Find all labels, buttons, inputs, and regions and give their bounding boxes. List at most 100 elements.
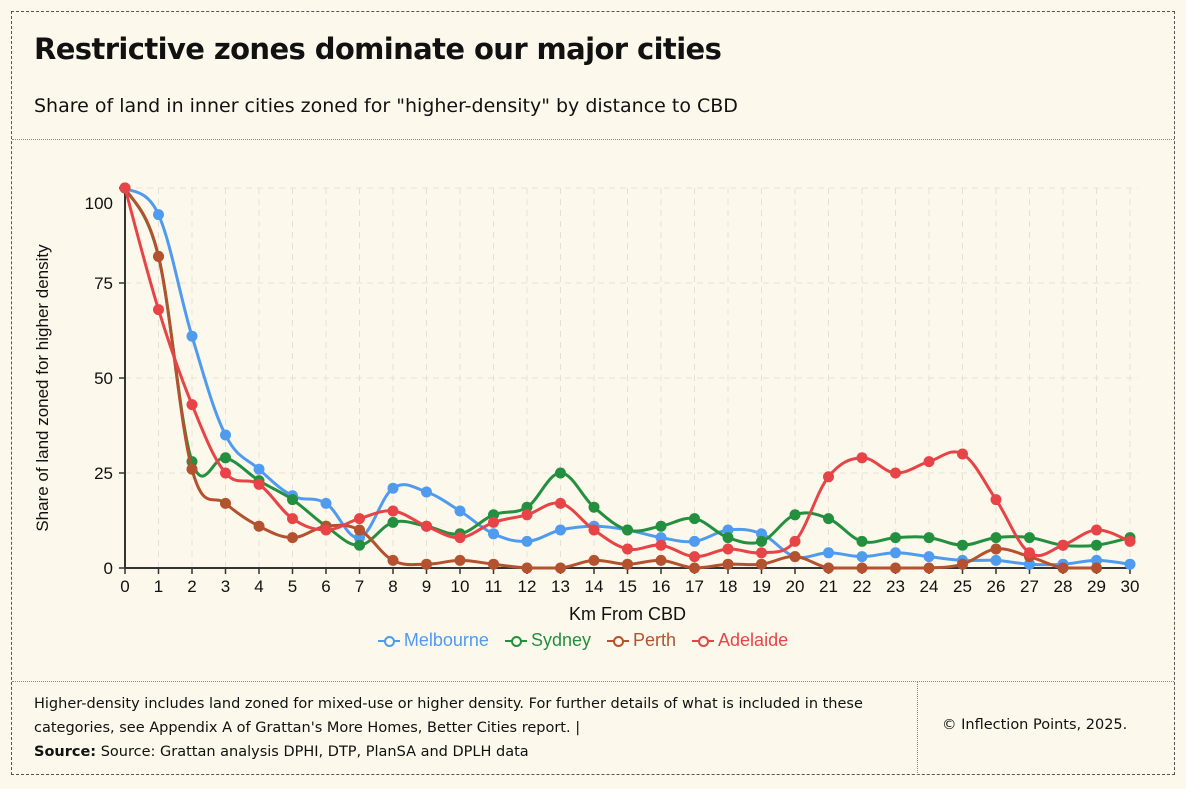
data-point-sydney (622, 524, 633, 536)
data-point-melbourne (655, 532, 667, 544)
source-text: Source: Grattan analysis DPHI, DTP, Plan… (96, 744, 529, 760)
data-point-sydney (722, 532, 734, 544)
data-point-perth (990, 543, 1002, 555)
data-point-adelaide (1124, 535, 1136, 547)
data-point-perth (287, 532, 298, 544)
x-tick-label: 0 (120, 577, 129, 596)
data-point-adelaide (990, 494, 1002, 506)
data-point-sydney (555, 467, 566, 479)
data-point-perth (856, 562, 868, 574)
data-point-melbourne (354, 532, 365, 544)
y-tick-label: 0 (104, 559, 113, 578)
data-point-perth (823, 562, 834, 574)
data-point-sydney (1091, 539, 1102, 551)
x-tick-label: 21 (819, 577, 838, 596)
data-point-perth (555, 562, 566, 574)
data-point-melbourne (253, 463, 265, 475)
legend-item-perth[interactable]: Perth (607, 630, 676, 651)
legend-label: Perth (633, 630, 677, 650)
x-tick-label: 12 (518, 577, 537, 596)
data-point-adelaide (823, 471, 834, 483)
data-point-sydney (957, 539, 968, 551)
data-point-melbourne (555, 524, 566, 536)
x-tick-label: 9 (422, 577, 431, 596)
data-point-perth (454, 554, 466, 566)
data-point-melbourne (722, 524, 734, 536)
header-divider (12, 139, 1174, 140)
data-point-sydney (689, 513, 700, 525)
footnote-text: Higher-density includes land zoned for m… (34, 696, 863, 736)
x-tick-label: 6 (321, 577, 330, 596)
legend-item-adelaide[interactable]: Adelaide (692, 630, 788, 651)
data-point-sydney (823, 513, 834, 525)
data-point-adelaide (119, 182, 131, 194)
x-tick-label: 13 (551, 577, 570, 596)
data-point-sydney (287, 494, 298, 506)
copyright: © Inflection Points, 2025. (942, 717, 1128, 733)
data-point-melbourne (153, 209, 164, 221)
data-point-adelaide (622, 543, 633, 555)
legend-label: Adelaide (718, 630, 789, 650)
x-tick-label: 11 (485, 577, 503, 596)
data-point-melbourne (521, 535, 533, 547)
x-tick-label: 8 (388, 577, 397, 596)
data-point-adelaide (1091, 524, 1102, 536)
data-point-sydney (220, 452, 231, 464)
x-tick-label: 25 (953, 577, 972, 596)
legend-item-melbourne[interactable]: Melbourne (377, 630, 489, 651)
data-point-adelaide (588, 524, 600, 536)
data-point-adelaide (320, 524, 332, 536)
data-point-adelaide (186, 399, 198, 411)
data-point-adelaide (756, 547, 767, 559)
data-point-adelaide (789, 535, 801, 547)
data-point-adelaide (287, 513, 298, 525)
x-tick-label: 1 (154, 577, 163, 596)
data-point-sydney (387, 516, 399, 528)
y-axis-label: Share of land zoned for higher density (33, 244, 52, 532)
y-tick-label: 50 (94, 369, 113, 388)
data-point-melbourne (1124, 558, 1136, 570)
chart-frame (11, 11, 1175, 775)
data-point-perth (387, 554, 399, 566)
legend-label: Sydney (530, 630, 591, 650)
x-tick-label: 16 (652, 577, 671, 596)
data-point-melbourne (689, 535, 700, 547)
data-point-adelaide (421, 520, 432, 532)
data-point-adelaide (153, 304, 164, 316)
data-point-adelaide (655, 539, 667, 551)
x-tick-label: 19 (752, 577, 771, 596)
x-tick-label: 17 (685, 577, 704, 596)
x-tick-label: 7 (355, 577, 364, 596)
data-point-adelaide (1024, 547, 1035, 559)
x-axis-label: Km From CBD (569, 604, 686, 624)
y-tick-label: 100 (85, 194, 113, 213)
data-point-adelaide (957, 448, 968, 460)
x-tick-label: 14 (585, 577, 604, 596)
x-tick-label: 23 (886, 577, 905, 596)
data-point-perth (756, 558, 767, 570)
data-point-melbourne (488, 528, 499, 540)
data-point-melbourne (923, 551, 935, 563)
data-point-perth (689, 562, 700, 574)
x-tick-label: 26 (987, 577, 1006, 596)
data-point-perth (521, 562, 533, 574)
data-point-perth (622, 558, 633, 570)
data-point-sydney (756, 535, 767, 547)
x-tick-label: 10 (451, 577, 470, 596)
data-point-perth (186, 463, 198, 475)
y-tick-label: 75 (94, 274, 113, 293)
chart-subtitle: Share of land in inner cities zoned for … (34, 95, 738, 117)
data-point-sydney (1024, 532, 1035, 544)
data-point-perth (722, 558, 734, 570)
data-point-perth (220, 497, 231, 509)
data-point-adelaide (488, 516, 499, 528)
data-point-adelaide (454, 532, 466, 544)
footer-divider (12, 681, 1174, 682)
data-point-perth (588, 554, 600, 566)
x-tick-label: 20 (786, 577, 805, 596)
data-point-perth (655, 554, 667, 566)
legend-item-sydney[interactable]: Sydney (504, 630, 591, 651)
data-point-adelaide (856, 452, 868, 464)
x-tick-label: 2 (187, 577, 196, 596)
data-point-perth (1091, 562, 1102, 574)
